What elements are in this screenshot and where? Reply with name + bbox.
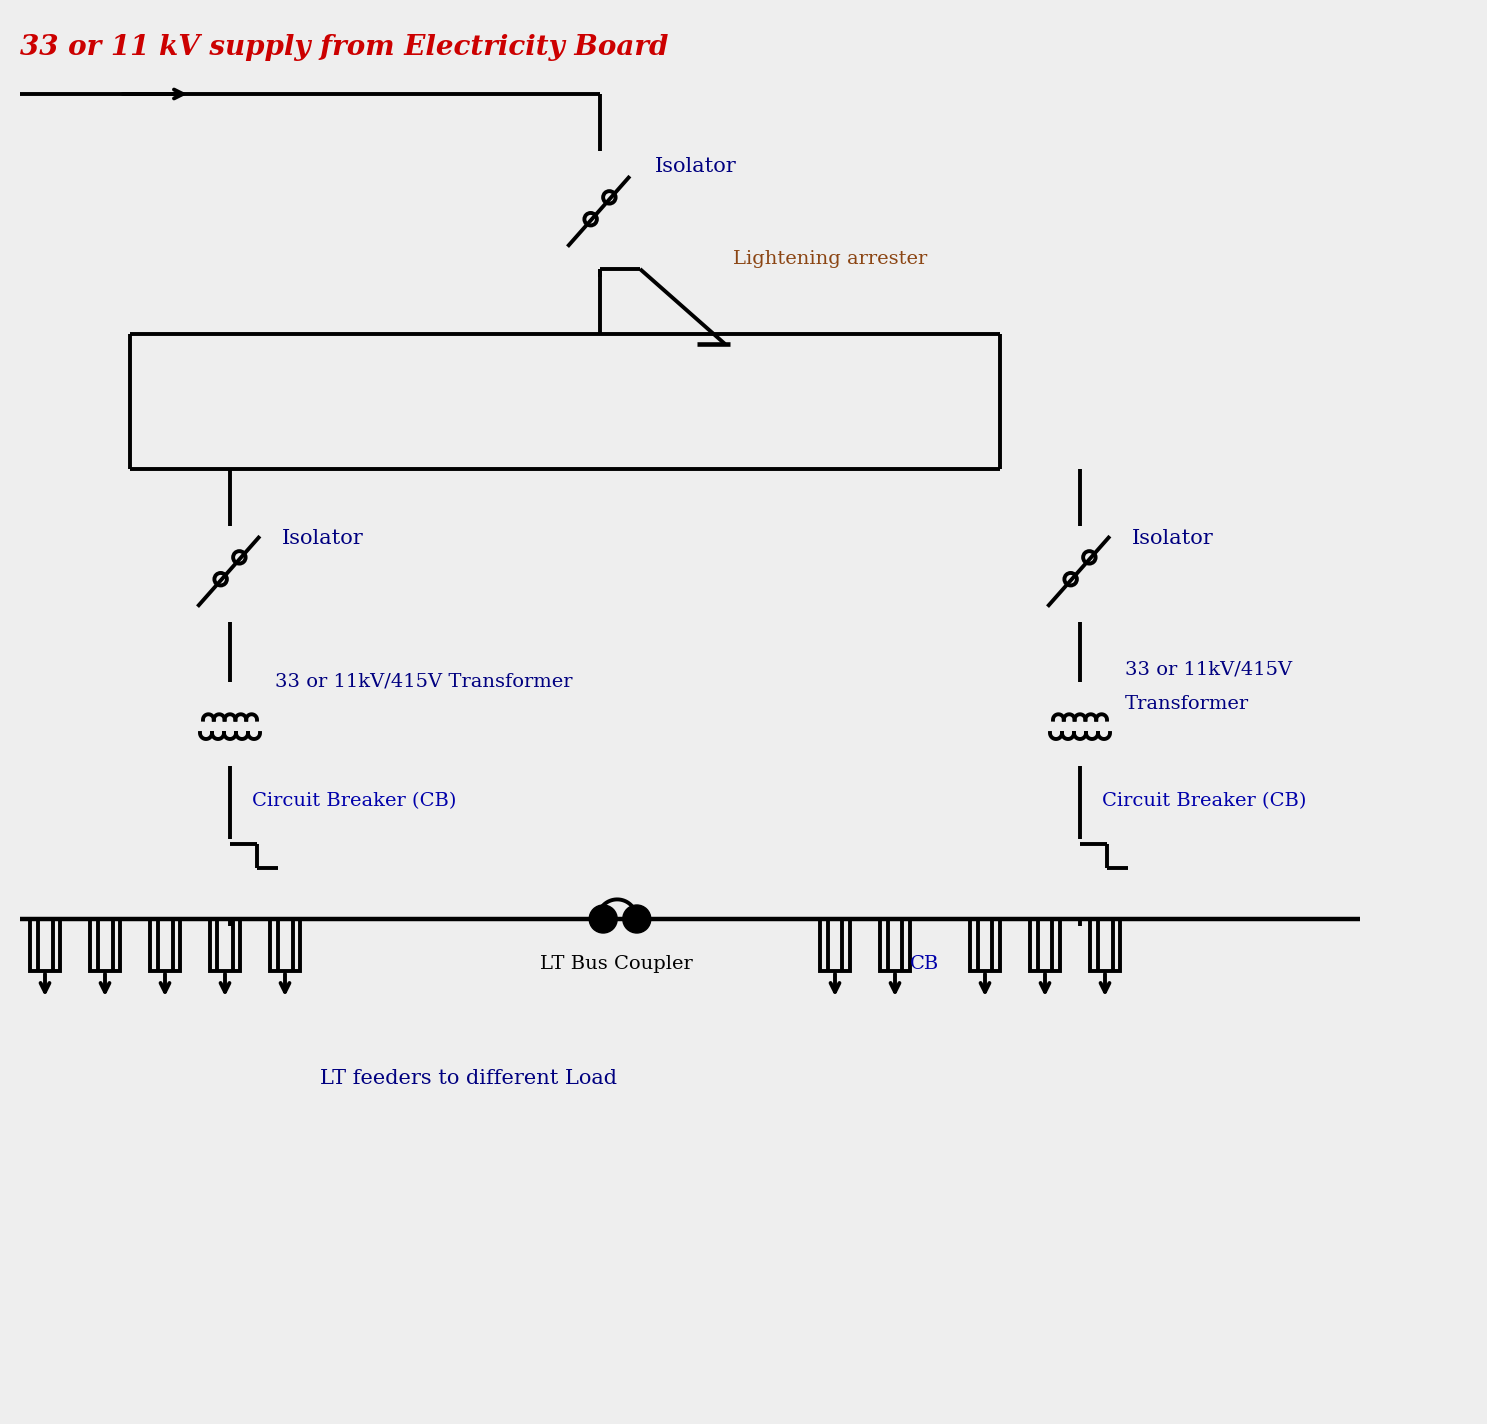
Bar — [271, 918, 300, 971]
Text: 33 or 11kV/415V: 33 or 11kV/415V — [1126, 659, 1292, 678]
Text: LT Bus Coupler: LT Bus Coupler — [540, 956, 693, 973]
Text: Isolator: Isolator — [654, 157, 736, 177]
Circle shape — [589, 906, 617, 933]
Text: Circuit Breaker (CB): Circuit Breaker (CB) — [1102, 792, 1307, 810]
Circle shape — [623, 906, 651, 933]
Bar — [1030, 918, 1060, 971]
Bar — [970, 918, 999, 971]
Text: 33 or 11 kV supply from Electricity Board: 33 or 11 kV supply from Electricity Boar… — [19, 34, 668, 61]
Text: Isolator: Isolator — [1132, 528, 1213, 548]
Bar — [150, 918, 180, 971]
Text: Isolator: Isolator — [283, 528, 364, 548]
Text: Circuit Breaker (CB): Circuit Breaker (CB) — [251, 792, 457, 810]
Text: Lightening arrester: Lightening arrester — [733, 251, 928, 268]
Bar — [880, 918, 910, 971]
Bar — [91, 918, 120, 971]
Text: Transformer: Transformer — [1126, 695, 1249, 713]
Bar — [210, 918, 239, 971]
Text: LT feeders to different Load: LT feeders to different Load — [320, 1069, 617, 1088]
Bar — [1090, 918, 1120, 971]
Text: 33 or 11kV/415V Transformer: 33 or 11kV/415V Transformer — [275, 672, 572, 691]
Bar — [819, 918, 851, 971]
Text: CB: CB — [910, 956, 940, 973]
Bar — [30, 918, 59, 971]
